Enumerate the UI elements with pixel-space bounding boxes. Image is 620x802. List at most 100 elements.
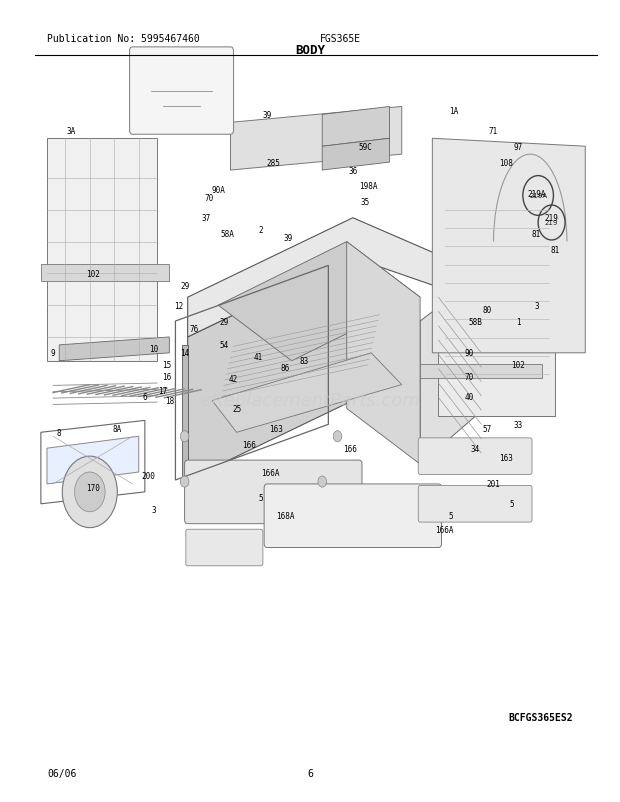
Circle shape (333, 431, 342, 442)
Text: 42: 42 (229, 375, 238, 383)
Text: 198A: 198A (359, 182, 378, 191)
Text: 1: 1 (516, 317, 520, 326)
Text: 39: 39 (262, 111, 272, 119)
Text: 201: 201 (487, 480, 500, 489)
Text: 34: 34 (471, 444, 480, 453)
Text: 37: 37 (202, 214, 211, 223)
FancyBboxPatch shape (186, 529, 263, 566)
Bar (420, 364, 542, 379)
Text: 219: 219 (545, 221, 558, 226)
Text: 15: 15 (162, 361, 171, 370)
Text: 219A: 219A (529, 193, 547, 199)
Text: 58A: 58A (221, 230, 234, 239)
Text: 6: 6 (307, 768, 313, 778)
Text: BCFGS365ES2: BCFGS365ES2 (508, 712, 573, 723)
Circle shape (318, 476, 327, 488)
Text: 40: 40 (464, 392, 474, 402)
Text: 59C: 59C (358, 143, 372, 152)
Polygon shape (347, 242, 420, 464)
Text: 166: 166 (343, 444, 356, 453)
Text: 102: 102 (86, 269, 100, 278)
Text: 3A: 3A (67, 127, 76, 136)
Text: 166A: 166A (435, 525, 454, 534)
Text: 12: 12 (174, 302, 183, 310)
Text: 219: 219 (545, 214, 559, 223)
Text: 3: 3 (152, 505, 156, 514)
Text: 168A: 168A (277, 512, 294, 520)
FancyBboxPatch shape (264, 484, 441, 548)
Polygon shape (432, 139, 585, 354)
Text: eReplacementParts.com: eReplacementParts.com (200, 392, 420, 410)
Text: 25: 25 (232, 404, 241, 414)
Text: 6: 6 (143, 392, 147, 402)
Polygon shape (212, 354, 402, 433)
Text: 90: 90 (464, 349, 474, 358)
Text: 8A: 8A (113, 424, 122, 433)
Polygon shape (188, 258, 420, 480)
Text: 54: 54 (219, 341, 229, 350)
Text: 16: 16 (162, 373, 171, 382)
Circle shape (180, 476, 189, 488)
Text: 1A: 1A (449, 107, 458, 115)
Text: 83: 83 (299, 357, 309, 366)
Bar (438, 195, 555, 417)
Text: 36: 36 (348, 166, 358, 176)
Text: 06/06: 06/06 (47, 768, 76, 778)
Bar (41, 265, 169, 282)
Text: 18: 18 (165, 396, 174, 406)
Circle shape (74, 472, 105, 512)
Text: 285: 285 (267, 159, 280, 168)
Polygon shape (231, 107, 402, 171)
Text: FGS365E: FGS365E (320, 34, 361, 43)
Text: 163: 163 (270, 424, 283, 433)
Polygon shape (47, 437, 139, 484)
Polygon shape (218, 242, 420, 362)
Polygon shape (60, 338, 169, 362)
Text: 70: 70 (464, 373, 474, 382)
Text: 5: 5 (510, 500, 514, 508)
Polygon shape (420, 266, 494, 464)
Text: 58B: 58B (468, 317, 482, 326)
Text: 76: 76 (189, 325, 198, 334)
Text: 33: 33 (513, 420, 523, 429)
Text: 3: 3 (534, 302, 539, 310)
Text: BODY: BODY (295, 44, 325, 57)
Text: 8: 8 (57, 428, 61, 437)
Text: 14: 14 (180, 349, 189, 358)
Text: 35: 35 (360, 198, 370, 207)
Text: 41: 41 (254, 353, 263, 362)
Text: 97: 97 (513, 143, 523, 152)
Text: 219A: 219A (527, 190, 546, 199)
Text: 29: 29 (219, 317, 229, 326)
Text: 166A: 166A (261, 468, 280, 477)
Polygon shape (322, 107, 389, 147)
FancyBboxPatch shape (130, 48, 234, 135)
FancyBboxPatch shape (418, 439, 532, 475)
Text: 163: 163 (499, 454, 513, 463)
Text: 90A: 90A (211, 186, 225, 195)
FancyBboxPatch shape (418, 486, 532, 522)
Text: 71: 71 (489, 127, 498, 136)
Text: 2: 2 (259, 226, 263, 235)
Text: 5: 5 (259, 493, 263, 502)
Text: 81: 81 (532, 230, 541, 239)
Polygon shape (188, 218, 445, 338)
Text: 17: 17 (159, 387, 168, 396)
Text: 10: 10 (149, 345, 159, 354)
FancyBboxPatch shape (185, 460, 362, 524)
Text: 70: 70 (205, 194, 214, 203)
Text: 86: 86 (281, 363, 290, 372)
Text: 57: 57 (483, 424, 492, 433)
Text: Publication No: 5995467460: Publication No: 5995467460 (47, 34, 200, 43)
Bar (47, 139, 157, 362)
Polygon shape (322, 139, 389, 171)
Polygon shape (182, 346, 188, 480)
Text: 166: 166 (242, 440, 256, 449)
Circle shape (180, 431, 189, 442)
Text: 5: 5 (448, 512, 453, 520)
Text: 80: 80 (483, 306, 492, 314)
Text: 170: 170 (86, 484, 100, 492)
Circle shape (62, 456, 117, 528)
Text: 81: 81 (550, 245, 559, 255)
Text: 200: 200 (141, 472, 155, 481)
